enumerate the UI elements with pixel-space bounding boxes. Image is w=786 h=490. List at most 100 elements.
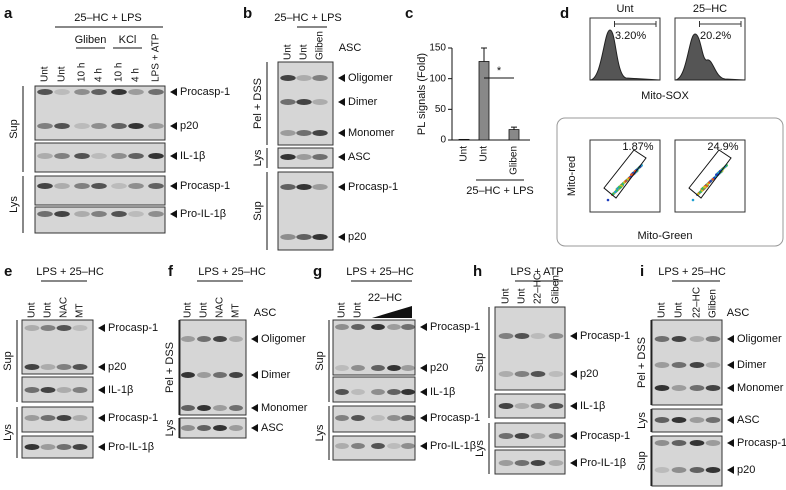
band-label: Dimer (737, 359, 767, 371)
blot-band (689, 467, 705, 473)
band-label: ASC (737, 414, 760, 426)
panel-letter: e (4, 263, 12, 280)
blot-band (74, 183, 90, 189)
blot-band (40, 364, 56, 370)
blot-band (111, 211, 127, 217)
blot-band (548, 333, 564, 339)
blot-band (72, 387, 88, 393)
band-label: p20 (180, 120, 198, 132)
band-label: Procasp-1 (108, 412, 158, 424)
blot-band (229, 372, 243, 378)
blot-band (91, 153, 107, 159)
band-arrow (727, 439, 734, 447)
blot-band (654, 440, 670, 446)
panel-letter: b (243, 5, 252, 22)
dot (619, 186, 622, 189)
bar (458, 138, 470, 141)
dot (614, 190, 617, 194)
band-label: Procasp-1 (180, 86, 230, 98)
blot-band (111, 123, 127, 129)
x-tick-label: Gliben (509, 146, 520, 175)
blot-band (91, 183, 107, 189)
blot-band (24, 325, 40, 331)
blot-band (24, 444, 40, 450)
gate-line (699, 21, 742, 27)
gate-percentage: 1.87% (622, 141, 653, 153)
band-label: Oligomer (261, 333, 306, 345)
blot-band (671, 467, 687, 473)
section-label: Sup (636, 451, 648, 471)
blot-band (335, 443, 349, 449)
panel-letter: d (560, 5, 569, 22)
band-arrow (98, 414, 105, 422)
dot (606, 198, 610, 202)
blot-band (56, 364, 72, 370)
band-label: Procasp-1 (430, 321, 480, 333)
blot-band (56, 444, 72, 450)
dot (616, 187, 619, 190)
histogram (674, 33, 746, 81)
blot-band (401, 389, 415, 395)
blot-band (654, 362, 670, 368)
lane-label: Unt (501, 288, 512, 304)
blot-band (312, 234, 328, 240)
blot-band (689, 336, 705, 342)
blot-band (280, 184, 296, 190)
blot-band (530, 460, 546, 466)
section-label: Lys (164, 419, 176, 436)
band-label: p20 (430, 362, 448, 374)
band-label: Pro-IL-1β (430, 440, 476, 452)
error-bar (481, 47, 487, 62)
blot-band (54, 123, 70, 129)
section-label: Sup (2, 351, 14, 371)
blot-band (371, 365, 385, 371)
blot-band (91, 211, 107, 217)
blot-band (37, 153, 53, 159)
section-label: Pel + DSS (252, 78, 264, 129)
blot-band (72, 325, 88, 331)
blot-band (335, 365, 349, 371)
dot (701, 187, 704, 190)
sample-label: 25–HC (693, 3, 727, 15)
blot-band (213, 425, 227, 431)
lane-label: 10 h (77, 63, 88, 82)
blot-band (40, 415, 56, 421)
blot-strip (34, 206, 166, 234)
band-arrow (338, 233, 345, 241)
blot-band (548, 403, 564, 409)
band-arrow (338, 183, 345, 191)
blot-band (148, 183, 164, 189)
blot-band (128, 183, 144, 189)
lane-label: NAC (59, 297, 70, 318)
blot-band (37, 211, 53, 217)
blot-band (371, 443, 385, 449)
band-label: Monomer (348, 127, 395, 139)
lane-label: Unt (299, 44, 310, 60)
lane-label: Unt (517, 288, 528, 304)
lane-label: Gliben (708, 289, 719, 318)
lane-label: NAC (215, 297, 226, 318)
band-arrow (727, 416, 734, 424)
blot-band (74, 123, 90, 129)
panel-letter: i (640, 263, 644, 280)
blot-band (296, 130, 312, 136)
band-arrow (98, 363, 105, 371)
band-label: Procasp-1 (108, 322, 158, 334)
lane-label: Unt (183, 302, 194, 318)
blot-band (197, 405, 211, 411)
blot-band (40, 387, 56, 393)
blot-band (548, 371, 564, 377)
section-label: Sup (8, 119, 20, 139)
treatment-label: 25–HC + LPS (74, 12, 142, 24)
section-label: Lys (2, 424, 14, 441)
gate-line (614, 21, 657, 27)
blot-band (371, 389, 385, 395)
band-arrow (170, 88, 177, 96)
group-label: Gliben (75, 34, 107, 46)
blot-band (148, 153, 164, 159)
blot-band (514, 433, 530, 439)
section-label: Sup (314, 351, 326, 371)
band-arrow (570, 370, 577, 378)
blot-band (197, 425, 211, 431)
lane-label: Unt (283, 44, 294, 60)
